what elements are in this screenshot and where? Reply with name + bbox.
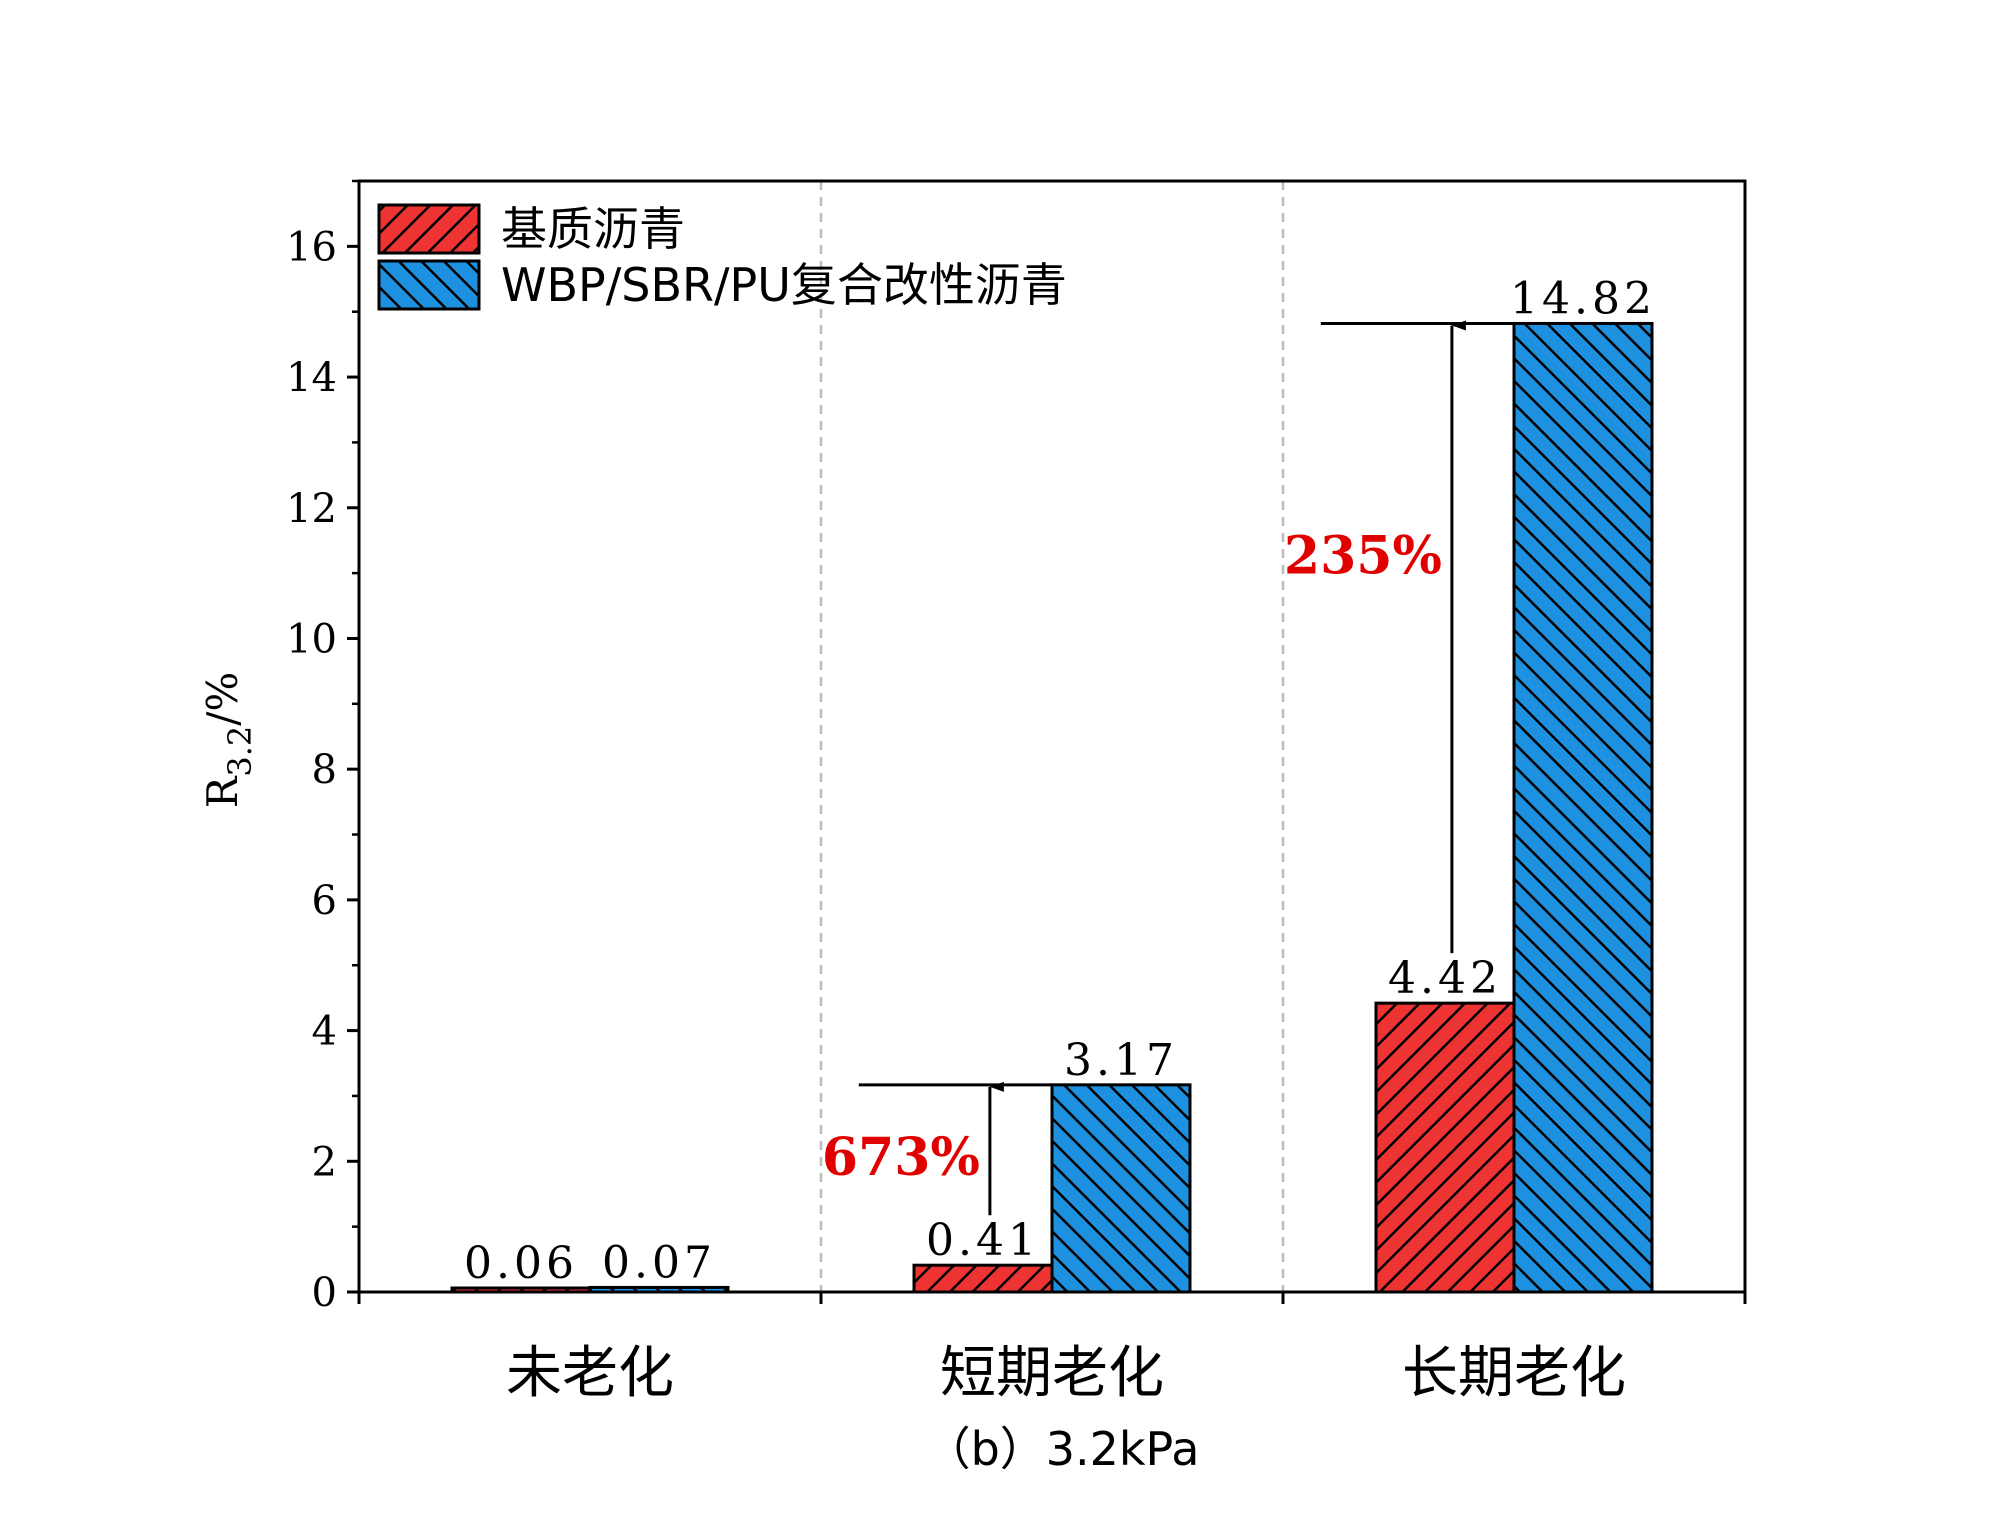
value-label: 0.41 [926,1215,1040,1266]
value-label: 0.06 [464,1238,578,1289]
plot-frame [357,179,1747,1294]
value-label: 4.42 [1388,953,1502,1004]
y-tick-label: 14 [286,355,337,401]
value-label: 3.17 [1064,1035,1178,1086]
bar-modified-asphalt [1512,321,1654,1294]
y-tick-label: 4 [312,1009,337,1055]
bar-base-asphalt [1374,1001,1516,1294]
y-axis-label: R3.2/% [198,672,259,809]
value-label: 0.07 [602,1237,716,1288]
bars [450,321,1654,1294]
y-tick-label: 16 [286,224,337,270]
legend-label: WBP/SBR/PU复合改性沥青 [501,258,1067,312]
legend-swatch [377,259,481,311]
figure-caption: （b）3.2kPa [925,1422,1200,1476]
y-axis-label-subscript: 3.2 [221,726,259,777]
y-tick-label: 8 [312,747,337,793]
y-tick-label: 6 [312,878,337,924]
growth-percent-label: 673% [822,1127,980,1188]
x-tick-label: 短期老化 [940,1341,1164,1406]
x-axis: 未老化 短期老化 长期老化 [357,1292,1747,1406]
y-tick-label: 0 [312,1270,337,1316]
value-label: 14.82 [1510,273,1656,324]
y-tick-label: 10 [286,616,337,662]
y-axis: 0 2 4 6 8 10 12 14 16 [286,179,359,1316]
value-labels: 0.06 0.07 0.41 3.17 4.42 14.82 [464,273,1656,1289]
y-tick-label: 2 [312,1139,337,1185]
y-axis-label-unit: /% [198,672,247,726]
bar-modified-asphalt [1050,1083,1192,1294]
bar-base-asphalt [912,1263,1054,1294]
y-tick-label: 12 [286,486,337,532]
x-tick-label: 长期老化 [1402,1341,1626,1406]
growth-percent-label: 235% [1284,525,1442,586]
legend-swatch [377,203,481,255]
x-tick-label: 未老化 [506,1341,674,1406]
legend-label: 基质沥青 [501,202,685,256]
growth-annotations: 673% 235% [822,320,1514,1216]
y-axis-label-main: R [198,775,247,808]
